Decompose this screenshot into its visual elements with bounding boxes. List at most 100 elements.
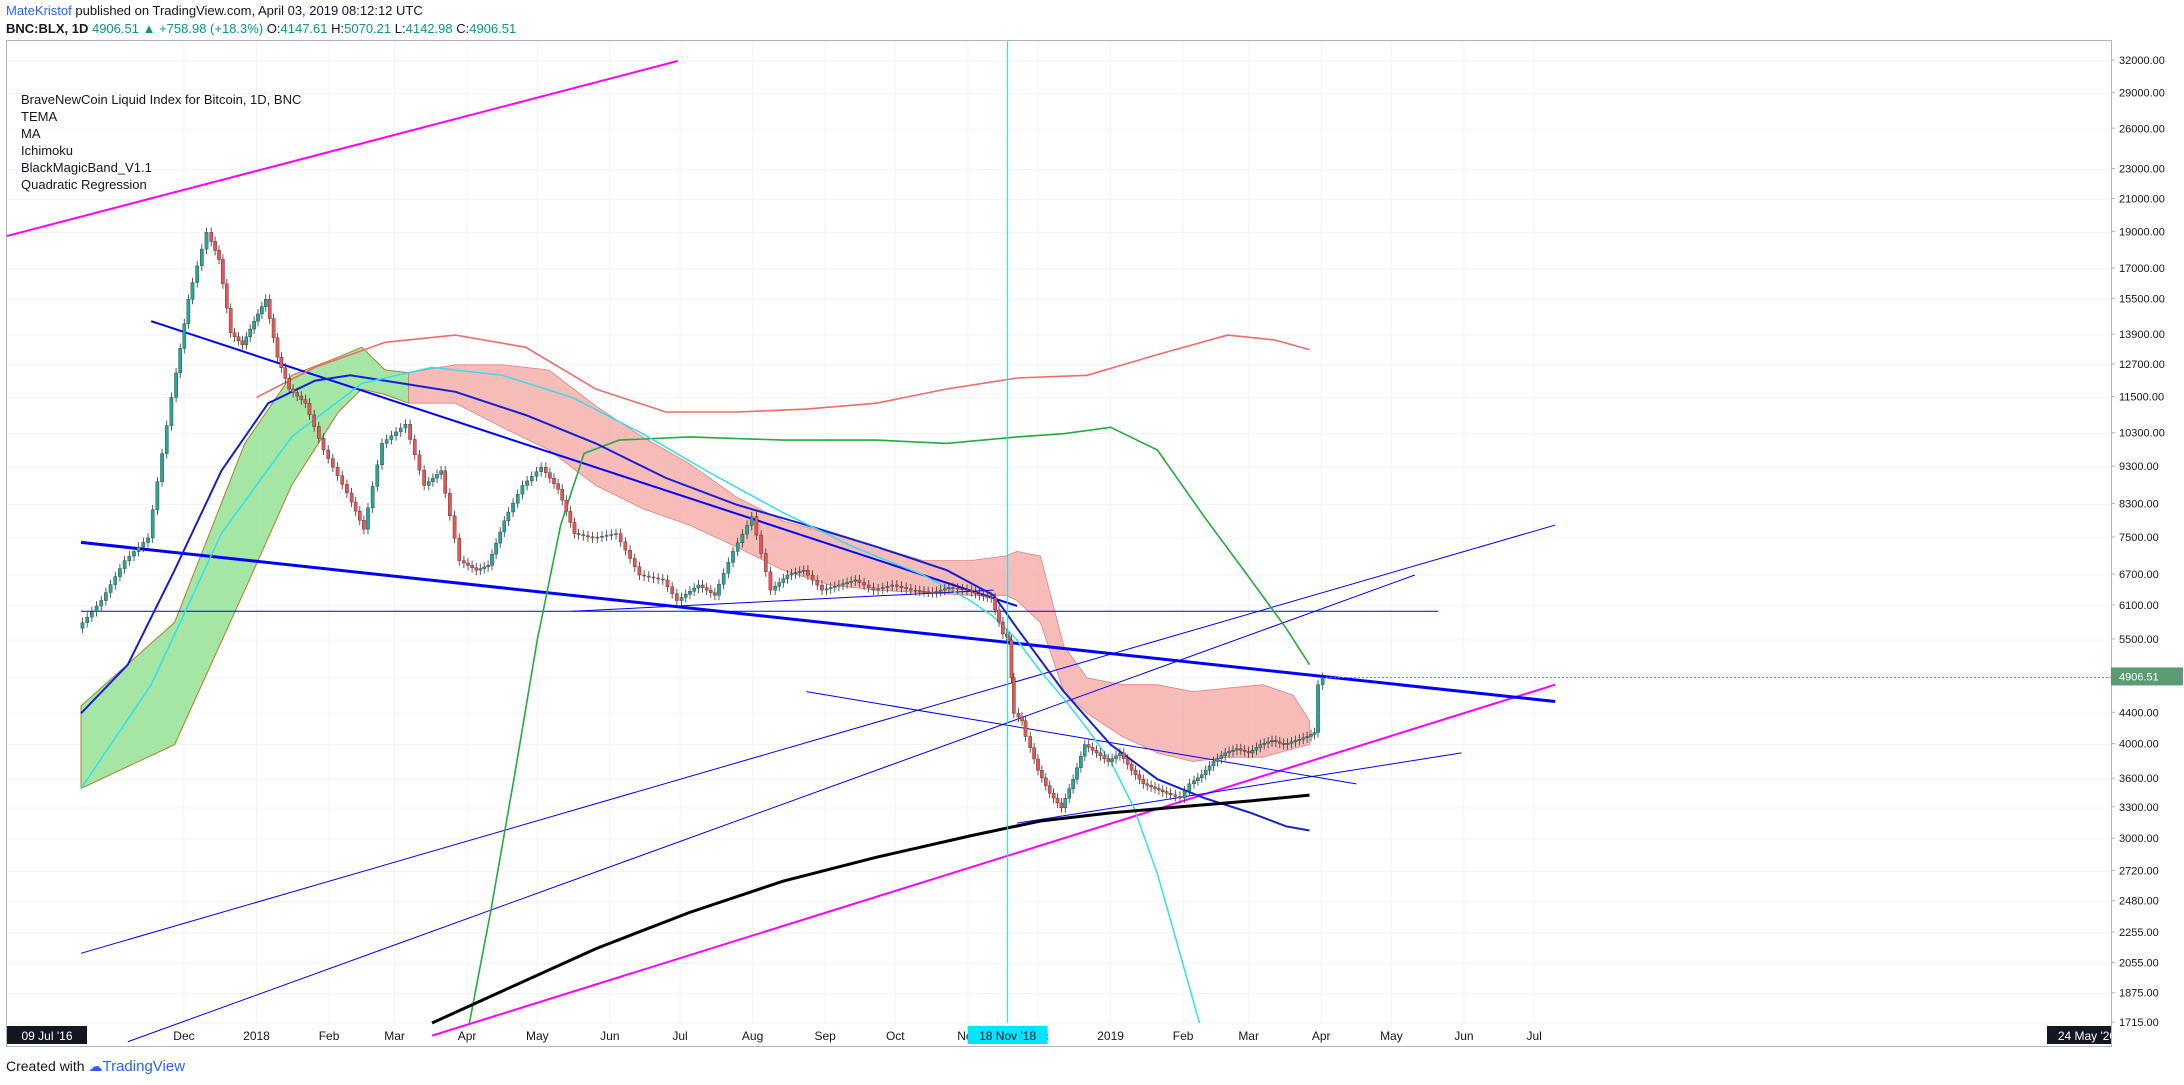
candle-body bbox=[478, 568, 483, 571]
candle-body bbox=[252, 321, 256, 330]
candle-body bbox=[431, 477, 435, 482]
candle-body bbox=[1231, 749, 1235, 752]
channel-line-blue bbox=[80, 524, 1556, 954]
low-value: 4142.98 bbox=[405, 21, 453, 36]
candle-body bbox=[160, 453, 164, 482]
legend-item[interactable]: BlackMagicBand_V1.1 bbox=[21, 160, 152, 175]
candle-body bbox=[793, 572, 798, 575]
candle-body bbox=[209, 232, 214, 242]
candle-body bbox=[781, 578, 786, 583]
open-value: 4147.61 bbox=[280, 21, 328, 36]
y-tick-label: 1715.00 bbox=[2119, 1017, 2159, 1029]
candle-body bbox=[909, 588, 913, 591]
candle-body bbox=[773, 586, 777, 591]
candle-body bbox=[494, 542, 498, 555]
candle-body bbox=[1277, 741, 1282, 744]
cursor-date-badge: 18 Nov '18 bbox=[979, 1029, 1036, 1043]
legend-item[interactable]: MA bbox=[21, 126, 41, 141]
candle-body bbox=[303, 399, 308, 404]
candle-body bbox=[646, 575, 651, 578]
high-label: H: bbox=[331, 21, 345, 36]
candle-body bbox=[947, 587, 951, 590]
last-price-badge bbox=[2111, 667, 2183, 686]
candle-body bbox=[661, 578, 665, 581]
candle-body bbox=[745, 525, 749, 535]
legend-item[interactable]: BraveNewCoin Liquid Index for Bitcoin, 1… bbox=[21, 92, 302, 107]
candle-body bbox=[930, 591, 935, 594]
candle-body bbox=[539, 467, 543, 472]
price-chart[interactable]: Dec2018FebMarAprMayJunJulAugSepOctNovDec… bbox=[7, 41, 2111, 1046]
candle-body bbox=[1178, 796, 1182, 799]
candle-body bbox=[1071, 779, 1075, 789]
candle-body bbox=[1118, 752, 1122, 756]
candle-body bbox=[989, 596, 993, 599]
candle-body bbox=[749, 516, 754, 526]
price-axis[interactable]: 1715.00 1875.00 2055.00 2255.00 2480.00 2720.… bbox=[2111, 40, 2184, 1045]
candle-body bbox=[1254, 747, 1259, 751]
candle-body bbox=[486, 565, 490, 568]
candle-body bbox=[1020, 716, 1024, 722]
candle-body bbox=[515, 494, 520, 504]
y-tick-label: 4400.00 bbox=[2119, 707, 2159, 719]
candle-body bbox=[618, 533, 623, 543]
candle-body bbox=[1055, 797, 1060, 804]
candle-body bbox=[1153, 786, 1157, 789]
candle-body bbox=[731, 551, 735, 563]
candle-body bbox=[1182, 790, 1187, 799]
x-tick-label: Mar bbox=[1238, 1029, 1259, 1043]
candle-body bbox=[362, 520, 366, 530]
price-axis-svg[interactable]: 1715.00 1875.00 2055.00 2255.00 2480.00 2720.… bbox=[2111, 40, 2184, 1045]
band-middle-line bbox=[468, 426, 1311, 1024]
candle-body bbox=[1262, 743, 1266, 745]
candle-body bbox=[973, 591, 978, 594]
candle-body bbox=[1246, 751, 1251, 754]
candle-body bbox=[221, 259, 225, 285]
candle-body bbox=[394, 431, 398, 436]
candle-body bbox=[768, 571, 773, 591]
candle-body bbox=[90, 611, 94, 618]
candle-body bbox=[291, 388, 295, 393]
candle-body bbox=[335, 466, 340, 476]
legend-item[interactable]: Quadratic Regression bbox=[21, 177, 147, 192]
candle-body bbox=[938, 589, 943, 592]
candle-body bbox=[240, 340, 245, 345]
legend-item[interactable]: Ichimoku bbox=[21, 143, 74, 158]
y-tick-label: 29000.00 bbox=[2119, 87, 2165, 99]
legend-item[interactable]: TEMA bbox=[21, 109, 58, 124]
candle-body bbox=[1203, 770, 1208, 775]
candle-body bbox=[155, 481, 160, 511]
x-tick-label: Apr bbox=[458, 1029, 477, 1043]
candle-body bbox=[965, 589, 969, 591]
candle-body bbox=[623, 541, 628, 551]
candle-body bbox=[164, 425, 169, 454]
candle-body bbox=[200, 248, 204, 267]
candle-body bbox=[1196, 777, 1200, 781]
x-tick-label: Sep bbox=[814, 1029, 836, 1043]
candle-body bbox=[1227, 751, 1231, 754]
candle-body bbox=[849, 581, 853, 583]
candle-body bbox=[1075, 767, 1079, 780]
candle-body bbox=[692, 587, 696, 592]
candle-body bbox=[228, 308, 233, 333]
candle-body bbox=[614, 533, 618, 535]
candle-body bbox=[99, 600, 104, 607]
y-tick-label: 3600.00 bbox=[2119, 773, 2159, 785]
author-link[interactable]: MateKristof bbox=[6, 3, 72, 18]
y-tick-label: 23000.00 bbox=[2119, 164, 2165, 176]
tradingview-brand[interactable]: TradingView bbox=[102, 1058, 186, 1075]
chart-pane[interactable]: Dec2018FebMarAprMayJunJulAugSepOctNovDec… bbox=[6, 40, 2112, 1047]
candle-body bbox=[628, 549, 632, 559]
x-tick-label: 2018 bbox=[243, 1029, 270, 1043]
candle-body bbox=[299, 395, 304, 400]
candle-body bbox=[993, 597, 997, 611]
candle-body bbox=[688, 591, 692, 595]
candle-body bbox=[708, 589, 713, 593]
candle-body bbox=[1094, 749, 1099, 754]
candle-body bbox=[380, 443, 384, 466]
candle-body bbox=[182, 323, 187, 349]
candle-body bbox=[1137, 774, 1142, 780]
candle-body bbox=[759, 534, 763, 554]
support-line-magenta bbox=[431, 683, 1556, 1037]
candle-body bbox=[789, 573, 794, 576]
candle-body bbox=[217, 250, 221, 260]
